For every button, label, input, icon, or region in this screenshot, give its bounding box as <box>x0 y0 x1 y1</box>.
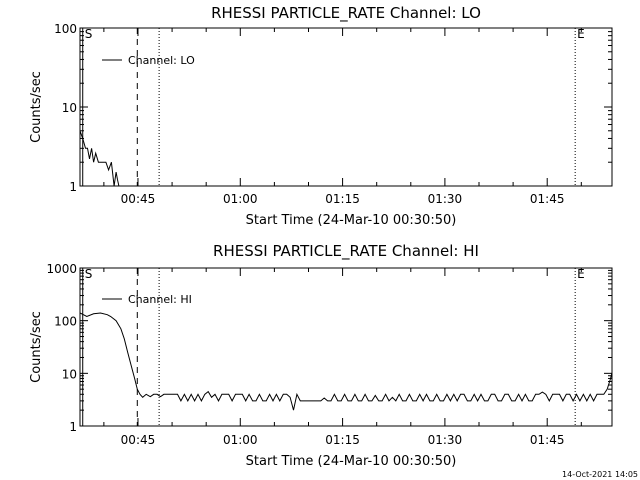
x-tick-label: 01:45 <box>530 192 565 206</box>
series-line <box>80 312 612 411</box>
x-tick-label: 01:15 <box>325 433 360 447</box>
series-line <box>622 85 640 186</box>
y-tick-label: 10 <box>62 367 77 381</box>
event-marker-label: E <box>577 27 585 41</box>
x-axis-label: Start Time (24-Mar-10 00:30:50) <box>246 213 457 228</box>
x-tick-label: 01:30 <box>428 192 463 206</box>
chart-title: RHESSI PARTICLE_RATE Channel: HI <box>213 242 479 261</box>
x-tick-label: 01:00 <box>223 433 258 447</box>
event-marker-label: S <box>85 27 93 41</box>
x-tick-label: 00:45 <box>121 192 156 206</box>
legend-label: Channel: LO <box>128 54 195 67</box>
y-tick-label: 1 <box>69 180 77 194</box>
x-tick-label: 01:30 <box>428 433 463 447</box>
y-tick-label: 10 <box>62 101 77 115</box>
hi-channel-panel: RHESSI PARTICLE_RATE Channel: HI 00:45 01:… <box>29 242 613 469</box>
x-axis-label: Start Time (24-Mar-10 00:30:50) <box>246 454 457 469</box>
event-marker-label: S <box>85 267 93 281</box>
footer-timestamp: 14-Oct-2021 14:05 <box>562 470 638 479</box>
x-tick-label: 01:00 <box>223 192 258 206</box>
chart-title: RHESSI PARTICLE_RATE Channel: LO <box>211 4 481 23</box>
y-axis-label: Counts/sec <box>29 71 44 143</box>
plot-frame <box>79 267 613 427</box>
legend-label: Channel: HI <box>128 293 192 306</box>
lo-channel-panel: RHESSI PARTICLE_RATE Channel: LO 00:45 01:… <box>29 4 640 228</box>
y-tick-label: 1 <box>69 420 77 434</box>
x-tick-label: 01:15 <box>325 192 360 206</box>
series-group <box>80 312 612 411</box>
y-axis-label: Counts/sec <box>29 311 44 383</box>
x-tick-label: 00:45 <box>121 433 156 447</box>
x-tick-label: 01:45 <box>530 433 565 447</box>
series-group <box>80 85 640 186</box>
y-tick-label: 100 <box>54 22 77 36</box>
event-marker-label: E <box>577 267 585 281</box>
plot-frame <box>79 27 613 187</box>
y-tick-label: 100 <box>54 315 77 329</box>
y-tick-label: 1000 <box>46 262 77 276</box>
series-line <box>80 130 120 186</box>
